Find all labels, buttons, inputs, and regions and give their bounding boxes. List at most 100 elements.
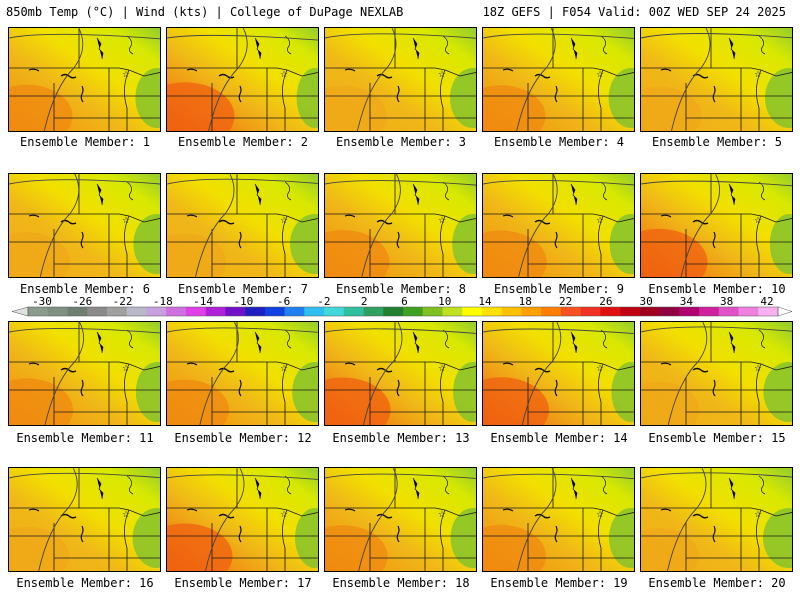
header-valid-time: 18Z GEFS | F054 Valid: 00Z WED SEP 24 20… [482,5,786,19]
temperature-field: ☆ [325,322,476,425]
member-label: Ensemble Member: 14 [490,431,628,445]
isotherm-contour [667,468,707,571]
svg-text:☆: ☆ [122,216,130,226]
member-label: Ensemble Member: 10 [648,282,786,296]
temperature-field: ☆ [483,468,634,571]
temperature-field: ☆ [167,28,318,131]
temperature-field: ☆ [641,468,792,571]
member-map-panel: ☆ [640,467,793,572]
warm-core-shading [167,233,227,277]
colorbar-segment [442,307,463,316]
colorbar-segment [521,307,542,316]
warm-core-shading [9,232,70,277]
political-boundaries [641,28,792,131]
member-label: Ensemble Member: 1 [19,135,151,149]
member-map-panel: ☆ [324,27,477,132]
political-boundaries [325,468,476,571]
colorbar-tick-label: 2 [361,297,368,308]
temperature-field: ☆ [483,28,634,131]
member-map-panel: ☆ [482,27,635,132]
political-boundaries [167,468,318,571]
colorbar-tick-label: 38 [720,297,733,308]
colorbar-segment [758,307,779,316]
temperature-field: ☆ [9,28,160,131]
temperature-colorbar: -30 -26 -22 -18 -14 -10 -6 -2 2 6 10 14 18 22 26 30 34 38… [11,297,793,317]
member-map-panel: ☆ [324,467,477,572]
colorbar-tick-label: -22 [113,297,133,308]
political-boundaries [9,174,160,277]
member-label: Ensemble Member: 9 [493,282,625,296]
colorbar-segment [324,307,345,316]
political-boundaries [641,468,792,571]
colorbar-segment [166,307,187,316]
svg-text:☆: ☆ [438,70,446,80]
colorbar-segment [245,307,266,316]
isotherm-contour [44,322,85,425]
political-boundaries [483,322,634,425]
member-map-panel: ☆ [8,467,161,572]
colorbar-tick-label: -6 [277,297,290,308]
svg-text:☆: ☆ [280,364,288,374]
colorbar-segment [403,307,424,316]
colorbar-left-arrow [11,306,29,317]
isotherm-contour [39,174,80,277]
warm-core-shading [167,82,235,131]
colorbar-segment [106,307,127,316]
colorbar-segment [47,307,68,316]
colorbar-segment [600,307,621,316]
member-map-panel: ☆ [324,173,477,278]
colorbar-tick-label: 22 [559,297,572,308]
political-boundaries [9,322,160,425]
temperature-field: ☆ [483,322,634,425]
member-label: Ensemble Member: 7 [177,282,309,296]
member-label: Ensemble Member: 11 [16,431,154,445]
isotherm-contour [363,322,403,425]
colorbar-right-arrow [777,306,793,317]
header-title: 850mb Temp (°C) | Wind (kts) | College o… [6,5,404,19]
member-label: Ensemble Member: 6 [19,282,151,296]
colorbar-tick-label: -10 [233,297,253,308]
member-label: Ensemble Member: 17 [174,576,312,590]
isotherm-contour [199,322,239,425]
isotherm-contour [521,322,562,425]
isotherm-contour [43,28,84,131]
member-map-panel: ☆ [8,27,161,132]
colorbar-segment [738,307,759,316]
colorbar-segment [343,307,364,316]
colorbar-tick-label: 10 [438,297,451,308]
member-map-panel: ☆ [482,173,635,278]
colorbar-tick-label: 34 [680,297,694,308]
colorbar-segment [225,307,246,316]
member-label: Ensemble Member: 2 [177,135,309,149]
member-label: Ensemble Member: 19 [490,576,628,590]
colorbar-tick-label: -18 [153,297,173,308]
colorbar-tick-label: -2 [317,297,330,308]
svg-text:☆: ☆ [122,364,130,374]
political-boundaries [483,174,634,277]
political-boundaries [167,28,318,131]
colorbar-tick-label: 6 [401,297,408,308]
member-label: Ensemble Member: 8 [335,282,467,296]
temperature-field: ☆ [325,174,476,277]
warm-core-shading [641,381,700,425]
isotherm-contour [357,28,397,131]
temperature-field: ☆ [641,28,792,131]
member-label: Ensemble Member: 3 [335,135,467,149]
member-label: Ensemble Member: 18 [332,576,470,590]
svg-text:☆: ☆ [596,70,604,80]
colorbar-tick-label: 18 [519,297,532,308]
colorbar-segment [659,307,680,316]
member-map-panel: ☆ [640,173,793,278]
colorbar-tick-label: -14 [193,297,213,308]
political-boundaries [641,322,792,425]
svg-text:☆: ☆ [438,364,446,374]
svg-text:☆: ☆ [438,510,446,520]
svg-text:☆: ☆ [754,364,762,374]
member-label: Ensemble Member: 5 [651,135,783,149]
isotherm-contour [671,28,711,131]
svg-text:☆: ☆ [596,364,604,374]
colorbar-segment [639,307,660,316]
colorbar-segment [126,307,147,316]
svg-text:☆: ☆ [280,70,288,80]
political-boundaries [483,28,634,131]
